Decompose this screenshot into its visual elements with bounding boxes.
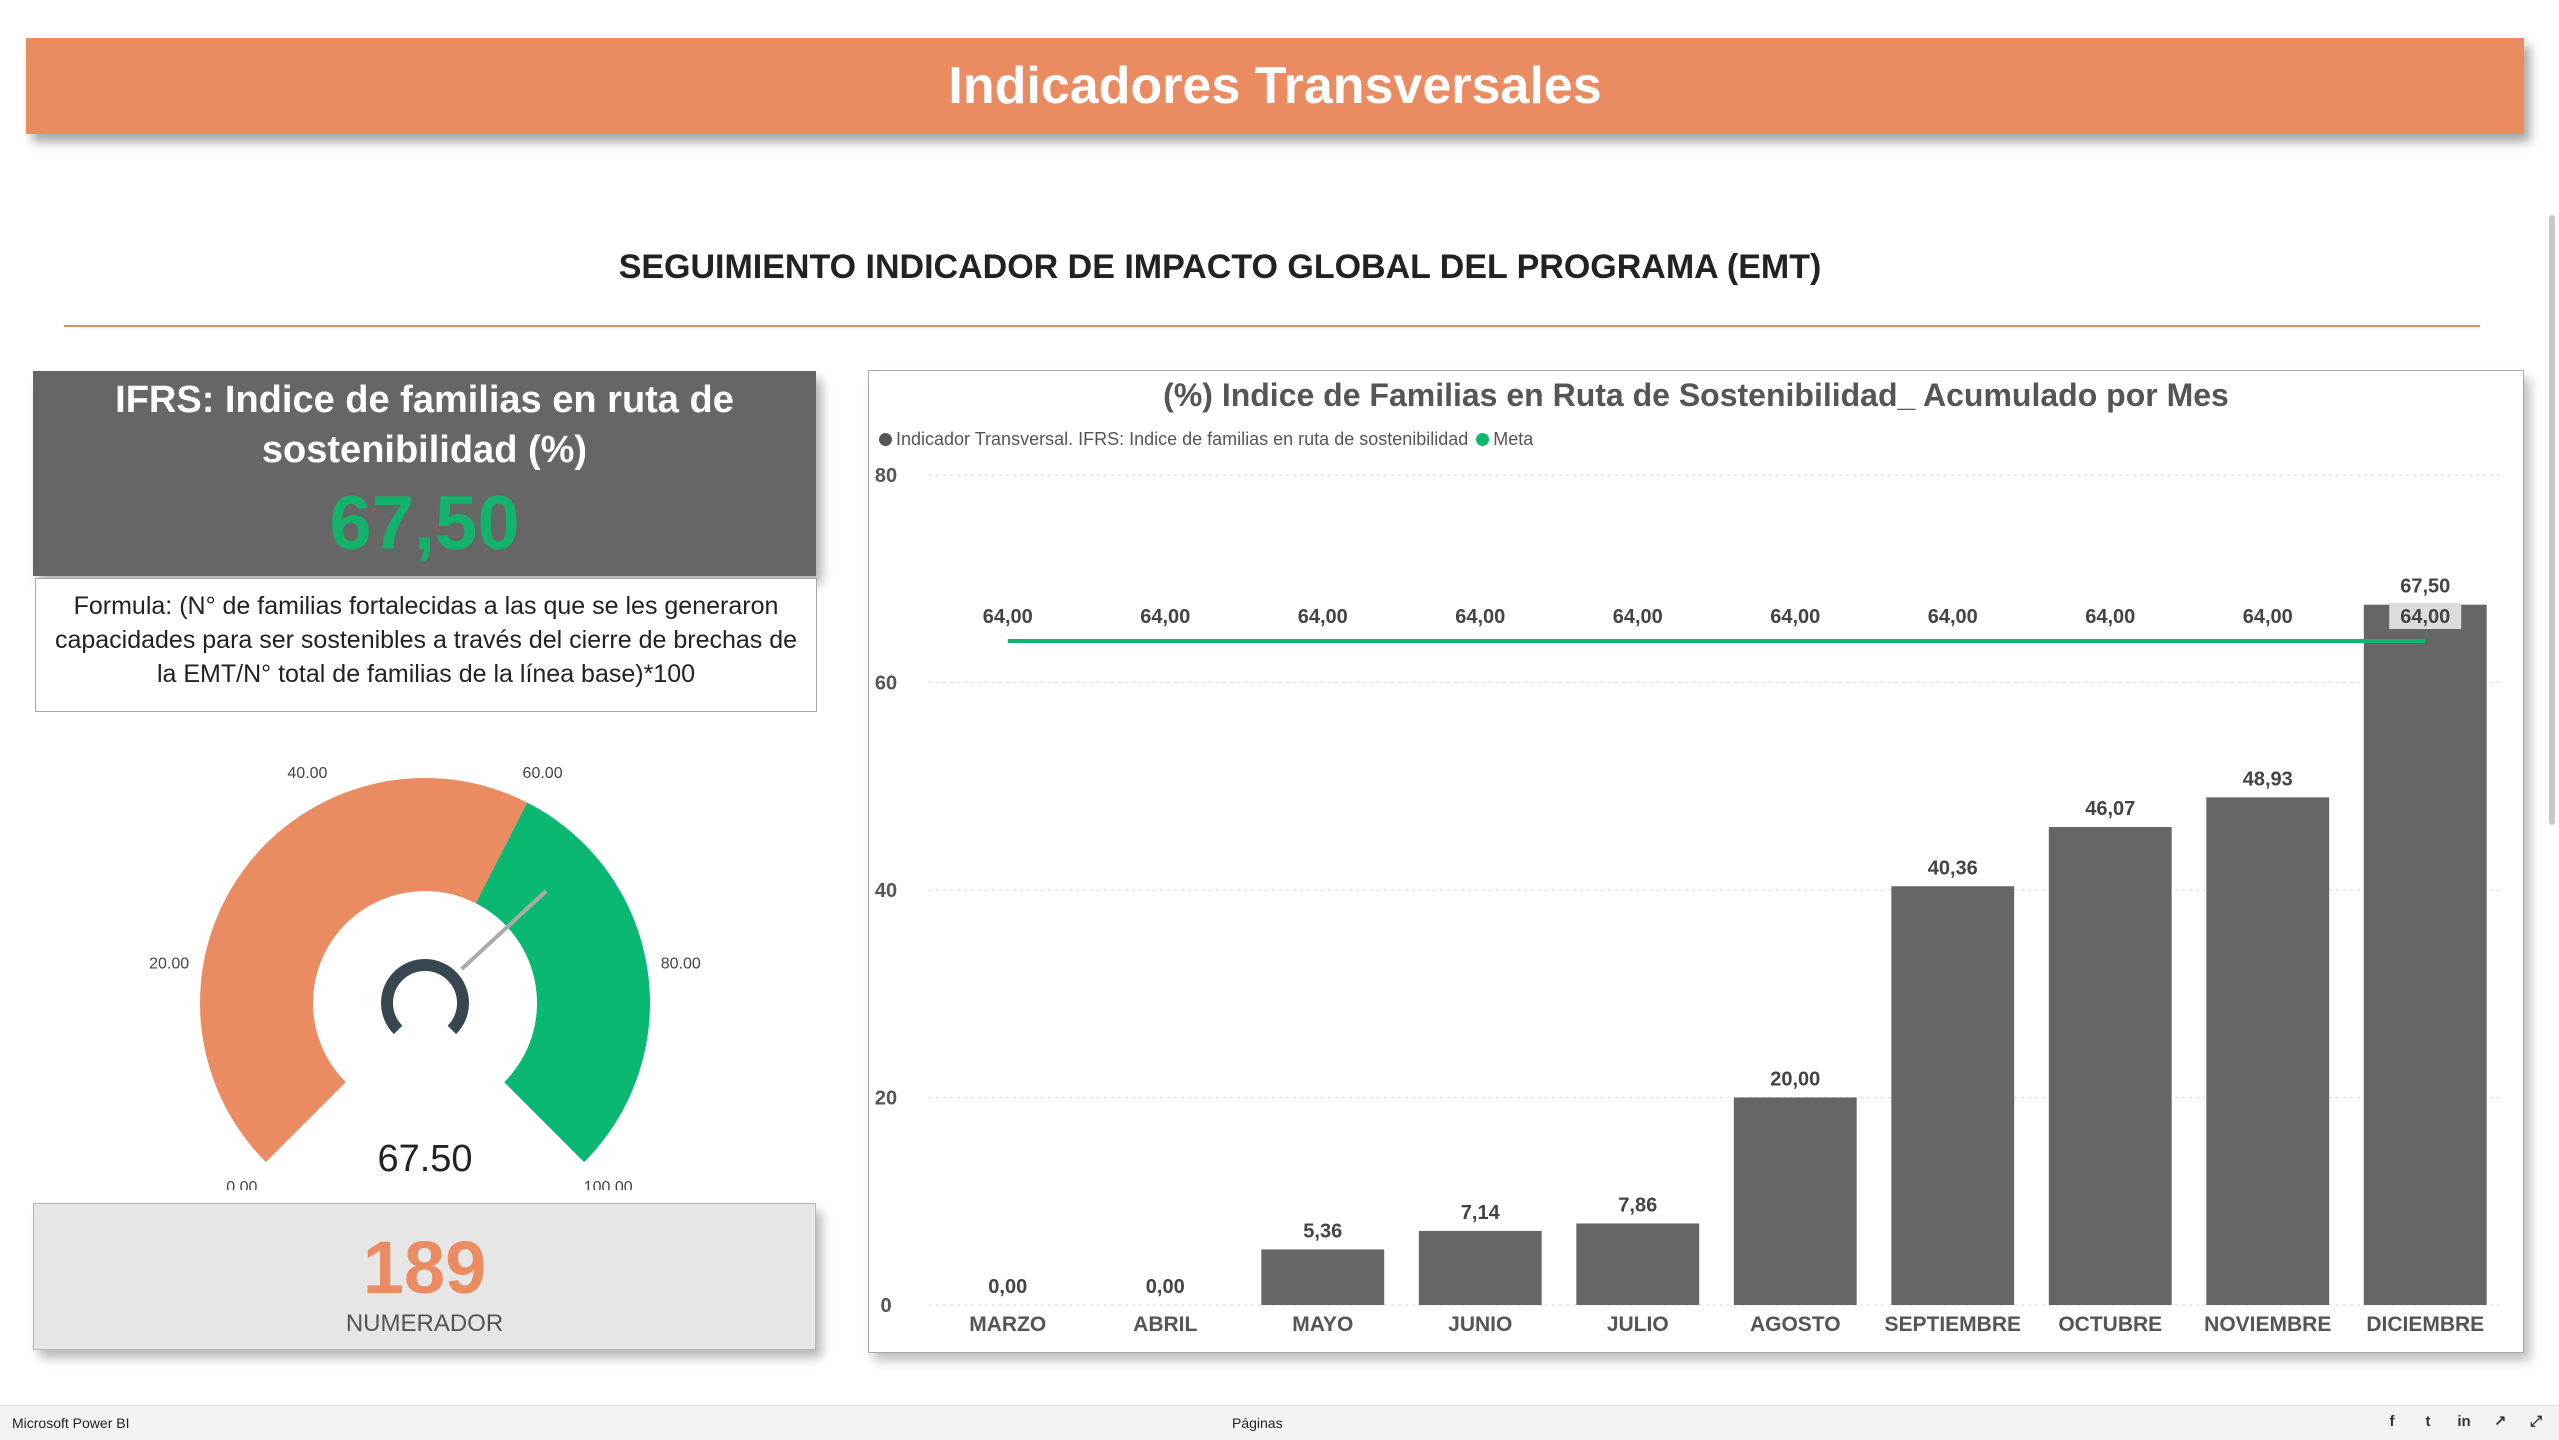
meta-data-label: 64,00 <box>1613 606 1663 628</box>
gauge-tick-label: 60.00 <box>523 765 563 782</box>
gauge-chart: 0.00 20.00 40.00 60.00 80.00 100.00 <box>149 765 701 1196</box>
fullscreen-icon[interactable]: ⤢ <box>2529 1412 2542 1430</box>
gauge-below-target <box>199 778 528 1163</box>
share-icon[interactable]: ↗ <box>2493 1413 2507 1430</box>
powerbi-link[interactable]: Microsoft Power BI <box>12 1415 130 1431</box>
formula-text: Formula: (N° de familias fortalecidas a … <box>35 578 817 712</box>
gauge-hub <box>381 959 469 1035</box>
bar <box>2363 604 2487 1305</box>
bar-data-label: 67,50 <box>2400 576 2450 598</box>
gauge-needle <box>460 889 548 971</box>
meta-data-label: 64,00 <box>2400 606 2450 628</box>
x-tick-label: OCTUBRE <box>2058 1313 2162 1336</box>
numerator-card[interactable]: 189 NUMERADOR <box>33 1203 816 1350</box>
bar-data-label: 48,93 <box>2243 768 2293 790</box>
gauge-value-label: 67.50 <box>377 1138 473 1180</box>
meta-data-label: 64,00 <box>983 606 1033 628</box>
gauge-above-target <box>475 802 650 1163</box>
bar-data-label: 7,86 <box>1618 1194 1657 1216</box>
gauge-visual[interactable]: 0.00 20.00 40.00 60.00 80.00 100.00 <box>130 760 720 1196</box>
gauge-tick-label: 80.00 <box>661 955 701 972</box>
kpi-card[interactable]: IFRS: Indice de familias en ruta de sost… <box>33 371 816 576</box>
meta-label-bg <box>2389 603 2462 629</box>
legend-label-indicador: Indicador Transversal. IFRS: Indice de f… <box>896 429 1469 449</box>
bar-data-label: 7,14 <box>1461 1202 1501 1224</box>
x-tick-label: NOVIEMBRE <box>2204 1313 2331 1336</box>
y-tick-label: 20 <box>875 1088 897 1110</box>
legend-item-indicador[interactable]: Indicador Transversal. IFRS: Indice de f… <box>879 429 1468 450</box>
numerator-label: NUMERADOR <box>345 1310 504 1337</box>
chart-title: (%) Indice de Familias en Ruta de Sosten… <box>1163 377 2229 413</box>
meta-data-label: 64,00 <box>1140 606 1190 628</box>
x-tick-label: MARZO <box>969 1313 1046 1336</box>
chart-legend[interactable]: Indicador Transversal. IFRS: Indice de f… <box>879 429 1541 450</box>
bar-chart: 0 20 40 60 80 0,00 MARZO 0,00 ABRIL 5,36 MAYO 7,14 J… <box>875 465 2504 1336</box>
meta-data-label: 64,00 <box>2243 606 2293 628</box>
bar <box>2048 827 2172 1305</box>
x-tick-label: JULIO <box>1607 1313 1669 1336</box>
legend-label-meta: Meta <box>1493 429 1534 449</box>
bar <box>2206 797 2330 1305</box>
y-tick-label: 60 <box>875 673 897 695</box>
gauge-tick-label: 20.00 <box>149 955 189 972</box>
meta-data-label: 64,00 <box>1770 606 1820 628</box>
y-tick-label: 80 <box>875 465 897 487</box>
y-tick-label: 0 <box>880 1295 891 1317</box>
page-title: Indicadores Transversales <box>948 57 1602 115</box>
bar <box>1418 1230 1542 1305</box>
footer-bar: Microsoft Power BI Páginas f t in ↗ ⤢ <box>0 1405 2559 1440</box>
x-tick-label: AGOSTO <box>1750 1313 1841 1336</box>
bar-data-label: 46,07 <box>2085 798 2135 820</box>
x-tick-label: SEPTIEMBRE <box>1884 1313 2021 1336</box>
bar-data-label: 0,00 <box>988 1276 1027 1298</box>
meta-data-label: 64,00 <box>1928 606 1978 628</box>
pages-button[interactable]: Páginas <box>1232 1415 1283 1431</box>
gauge-tick-label: 100.00 <box>584 1179 633 1190</box>
bar <box>1891 886 2015 1305</box>
kpi-title: IFRS: Indice de familias en ruta de sost… <box>115 379 734 471</box>
y-tick-label: 40 <box>875 880 897 902</box>
bar-chart-card[interactable]: 0 20 40 60 80 0,00 MARZO 0,00 ABRIL 5,36 MAYO 7,14 J… <box>868 370 2524 1353</box>
header-banner: Indicadores Transversales <box>26 38 2524 134</box>
legend-dot-icon <box>1476 433 1490 446</box>
x-tick-label: DICIEMBRE <box>2366 1313 2484 1336</box>
twitter-icon[interactable]: t <box>2425 1412 2431 1430</box>
section-subtitle: SEGUIMIENTO INDICADOR DE IMPACTO GLOBAL … <box>618 248 1822 286</box>
bar <box>1733 1097 1857 1305</box>
x-tick-label: ABRIL <box>1133 1313 1197 1336</box>
numerator-value: 189 <box>362 1226 487 1309</box>
meta-data-label: 64,00 <box>1455 606 1505 628</box>
linkedin-icon[interactable]: in <box>2457 1412 2471 1430</box>
bar-data-label: 5,36 <box>1303 1220 1342 1242</box>
bar <box>1576 1223 1700 1305</box>
x-tick-label: MAYO <box>1292 1313 1353 1336</box>
bar <box>1261 1249 1385 1305</box>
legend-item-meta[interactable]: Meta <box>1476 429 1533 450</box>
gauge-tick-label: 40.00 <box>287 765 327 782</box>
meta-data-label: 64,00 <box>2085 606 2135 628</box>
bar-data-label: 0,00 <box>1146 1276 1185 1298</box>
divider <box>64 325 2480 327</box>
bar-data-label: 40,36 <box>1928 857 1978 879</box>
kpi-value: 67,50 <box>329 481 520 566</box>
legend-dot-icon <box>879 433 892 446</box>
facebook-icon[interactable]: f <box>2389 1412 2395 1430</box>
page-scrollbar[interactable] <box>2549 215 2555 825</box>
meta-data-label: 64,00 <box>1298 606 1348 628</box>
gauge-tick-label: 0.00 <box>226 1179 257 1190</box>
bar-data-label: 20,00 <box>1770 1069 1820 1091</box>
x-tick-label: JUNIO <box>1448 1313 1512 1336</box>
